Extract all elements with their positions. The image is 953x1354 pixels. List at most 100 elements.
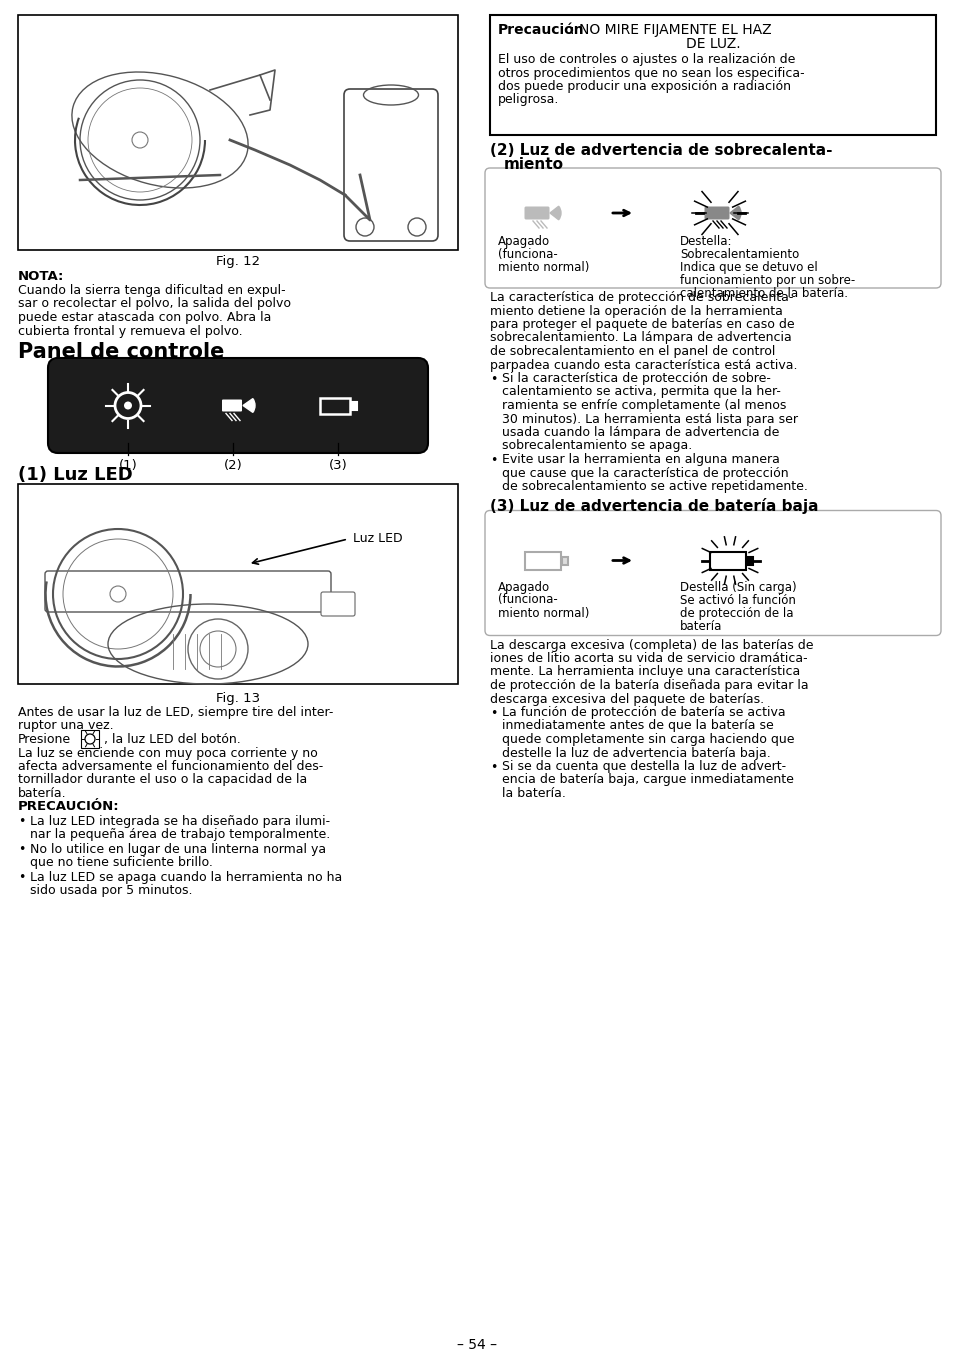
FancyBboxPatch shape	[561, 556, 567, 565]
Text: iones de litio acorta su vida de servicio dramática-: iones de litio acorta su vida de servici…	[490, 653, 807, 665]
Text: El uso de controles o ajustes o la realización de: El uso de controles o ajustes o la reali…	[497, 53, 795, 66]
Text: nar la pequeña área de trabajo temporalmente.: nar la pequeña área de trabajo temporalm…	[30, 829, 330, 841]
Text: Apagado: Apagado	[497, 236, 550, 248]
FancyBboxPatch shape	[45, 571, 331, 612]
Text: NOTA:: NOTA:	[18, 269, 64, 283]
Text: •: •	[490, 372, 497, 386]
Wedge shape	[729, 206, 740, 219]
Text: Se activó la función: Se activó la función	[679, 593, 795, 607]
FancyBboxPatch shape	[524, 207, 549, 219]
Text: •: •	[490, 707, 497, 720]
Text: (3): (3)	[328, 459, 347, 473]
FancyBboxPatch shape	[490, 15, 935, 135]
Text: Cuando la sierra tenga dificultad en expul-: Cuando la sierra tenga dificultad en exp…	[18, 284, 285, 297]
Text: Sobrecalentamiento: Sobrecalentamiento	[679, 248, 799, 261]
Text: La característica de protección de sobrecalenta-: La característica de protección de sobre…	[490, 291, 793, 305]
FancyBboxPatch shape	[709, 551, 745, 570]
Text: (funciona-: (funciona-	[497, 593, 558, 607]
Text: Si se da cuenta que destella la luz de advert-: Si se da cuenta que destella la luz de a…	[501, 760, 785, 773]
FancyBboxPatch shape	[524, 551, 560, 570]
Text: calentamiento de la batería.: calentamiento de la batería.	[679, 287, 847, 301]
Text: No lo utilice en lugar de una linterna normal ya: No lo utilice en lugar de una linterna n…	[30, 842, 326, 856]
Wedge shape	[550, 206, 560, 219]
Text: sobrecalentamiento se apaga.: sobrecalentamiento se apaga.	[501, 440, 692, 452]
Text: de protección de la batería diseñada para evitar la: de protección de la batería diseñada par…	[490, 678, 808, 692]
Text: peligrosa.: peligrosa.	[497, 93, 558, 107]
Text: Destella (Sin carga): Destella (Sin carga)	[679, 581, 796, 593]
Text: batería: batería	[679, 620, 721, 632]
Text: : NO MIRE FIJAMENTE EL HAZ: : NO MIRE FIJAMENTE EL HAZ	[569, 23, 771, 37]
Text: DE LUZ.: DE LUZ.	[685, 37, 740, 51]
Text: miento: miento	[503, 157, 563, 172]
Text: Luz LED: Luz LED	[353, 532, 402, 546]
Text: La luz LED se apaga cuando la herramienta no ha: La luz LED se apaga cuando la herramient…	[30, 871, 342, 884]
Text: La luz se enciende con muy poca corriente y no: La luz se enciende con muy poca corrient…	[18, 746, 317, 760]
FancyBboxPatch shape	[18, 15, 457, 250]
Text: – 54 –: – 54 –	[456, 1338, 497, 1353]
Text: (3) Luz de advertencia de batería baja: (3) Luz de advertencia de batería baja	[490, 497, 818, 513]
Text: Si la característica de protección de sobre-: Si la característica de protección de so…	[501, 372, 770, 385]
Text: calentamiento se activa, permita que la her-: calentamiento se activa, permita que la …	[501, 386, 781, 398]
FancyBboxPatch shape	[746, 556, 752, 565]
Text: Antes de usar la luz de LED, siempre tire del inter-: Antes de usar la luz de LED, siempre tir…	[18, 705, 333, 719]
Text: , la luz LED del botón.: , la luz LED del botón.	[104, 733, 240, 746]
Text: (2) Luz de advertencia de sobrecalenta-: (2) Luz de advertencia de sobrecalenta-	[490, 144, 832, 158]
Text: 30 minutos). La herramienta está lista para ser: 30 minutos). La herramienta está lista p…	[501, 413, 797, 425]
Text: destelle la luz de advertencia batería baja.: destelle la luz de advertencia batería b…	[501, 746, 770, 760]
Text: (2): (2)	[223, 459, 242, 473]
Text: Precaución: Precaución	[497, 23, 584, 37]
Text: Presione: Presione	[18, 733, 71, 746]
Text: dos puede producir una exposición a radiación: dos puede producir una exposición a radi…	[497, 80, 790, 93]
Text: de protección de la: de protección de la	[679, 607, 793, 620]
FancyBboxPatch shape	[351, 402, 356, 409]
Circle shape	[124, 402, 132, 409]
Text: Apagado: Apagado	[497, 581, 550, 593]
Text: Destella:: Destella:	[679, 236, 732, 248]
Text: •: •	[18, 872, 26, 884]
Text: batería.: batería.	[18, 787, 67, 800]
Text: PRECAUCIÓN:: PRECAUCIÓN:	[18, 800, 119, 814]
Text: sido usada por 5 minutos.: sido usada por 5 minutos.	[30, 884, 193, 896]
Text: de sobrecalentamiento en el panel de control: de sobrecalentamiento en el panel de con…	[490, 345, 775, 357]
Text: parpadea cuando esta característica está activa.: parpadea cuando esta característica está…	[490, 359, 797, 371]
Text: Indica que se detuvo el: Indica que se detuvo el	[679, 261, 817, 274]
Text: (funciona-: (funciona-	[497, 248, 558, 261]
Text: La luz LED integrada se ha diseñado para ilumi-: La luz LED integrada se ha diseñado para…	[30, 815, 330, 827]
Text: ruptor una vez.: ruptor una vez.	[18, 719, 113, 733]
Text: afecta adversamente el funcionamiento del des-: afecta adversamente el funcionamiento de…	[18, 760, 323, 773]
Text: descarga excesiva del paquete de baterías.: descarga excesiva del paquete de batería…	[490, 692, 763, 705]
Text: Evite usar la herramienta en alguna manera: Evite usar la herramienta en alguna mane…	[501, 454, 779, 466]
Text: de sobrecalentamiento se active repetidamente.: de sobrecalentamiento se active repetida…	[501, 481, 807, 493]
Text: la batería.: la batería.	[501, 787, 565, 800]
Text: mente. La herramienta incluye una característica: mente. La herramienta incluye una caract…	[490, 666, 800, 678]
FancyBboxPatch shape	[48, 357, 428, 454]
FancyBboxPatch shape	[703, 207, 729, 219]
Text: Panel de controle: Panel de controle	[18, 343, 224, 362]
Text: cubierta frontal y remueva el polvo.: cubierta frontal y remueva el polvo.	[18, 325, 242, 337]
FancyBboxPatch shape	[18, 483, 457, 684]
Text: otros procedimientos que no sean los especifica-: otros procedimientos que no sean los esp…	[497, 66, 803, 80]
Text: •: •	[490, 761, 497, 774]
Text: •: •	[18, 844, 26, 857]
Text: inmediatamente antes de que la batería se: inmediatamente antes de que la batería s…	[501, 719, 773, 733]
Text: Fig. 12: Fig. 12	[215, 255, 260, 268]
Text: que cause que la característica de protección: que cause que la característica de prote…	[501, 467, 788, 479]
Text: para proteger el paquete de baterías en caso de: para proteger el paquete de baterías en …	[490, 318, 794, 330]
Text: funcionamiento por un sobre-: funcionamiento por un sobre-	[679, 274, 854, 287]
FancyBboxPatch shape	[344, 89, 437, 241]
Text: (1) Luz LED: (1) Luz LED	[18, 466, 132, 483]
FancyBboxPatch shape	[320, 592, 355, 616]
Text: miento detiene la operación de la herramienta: miento detiene la operación de la herram…	[490, 305, 782, 317]
FancyBboxPatch shape	[484, 510, 940, 635]
Text: •: •	[490, 454, 497, 467]
Text: (1): (1)	[118, 459, 137, 473]
Text: sobrecalentamiento. La lámpara de advertencia: sobrecalentamiento. La lámpara de advert…	[490, 332, 791, 344]
Text: usada cuando la lámpara de advertencia de: usada cuando la lámpara de advertencia d…	[501, 427, 779, 439]
Text: La descarga excesiva (completa) de las baterías de: La descarga excesiva (completa) de las b…	[490, 639, 813, 651]
Text: •: •	[18, 815, 26, 829]
Text: Fig. 13: Fig. 13	[215, 692, 260, 705]
Text: ramienta se enfríe completamente (al menos: ramienta se enfríe completamente (al men…	[501, 399, 785, 412]
Text: sar o recolectar el polvo, la salida del polvo: sar o recolectar el polvo, la salida del…	[18, 298, 291, 310]
FancyBboxPatch shape	[319, 398, 350, 413]
Text: puede estar atascada con polvo. Abra la: puede estar atascada con polvo. Abra la	[18, 311, 271, 324]
